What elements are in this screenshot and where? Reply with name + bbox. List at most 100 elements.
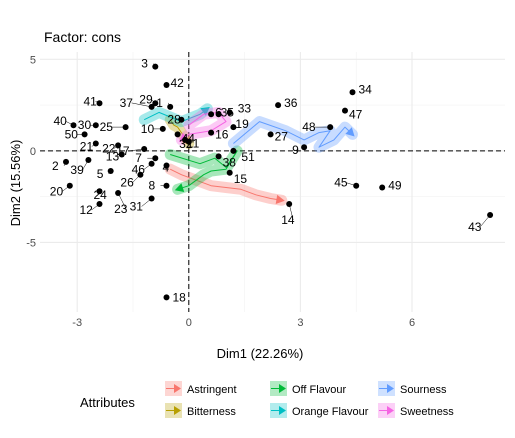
point-label: 8	[149, 179, 156, 193]
point-label: 12	[80, 203, 94, 217]
data-point	[148, 103, 155, 110]
data-point	[81, 131, 88, 138]
data-point	[208, 111, 215, 118]
point-label: 11	[187, 137, 200, 151]
path-line-off-flavour	[170, 150, 238, 190]
data-point	[215, 111, 222, 118]
path-line-sweetness	[181, 111, 227, 141]
legend-item-bitterness: Bitterness	[165, 403, 236, 418]
point-label: 1	[156, 96, 163, 110]
x-tick-label: 3	[297, 317, 303, 329]
point-label: 24	[94, 188, 108, 202]
legend-item-sourness: Sourness	[378, 381, 447, 396]
point-label: 44	[182, 131, 196, 145]
point-label: 48	[302, 120, 316, 134]
data-point	[342, 107, 348, 114]
data-point	[163, 182, 170, 189]
point-label: 20	[50, 185, 64, 199]
data-point	[137, 171, 144, 178]
data-point	[301, 144, 308, 151]
data-point	[122, 124, 129, 131]
path-arrow-orange-flavour	[200, 107, 210, 116]
point-label: 43	[468, 220, 482, 234]
data-point	[163, 162, 170, 169]
data-point	[230, 147, 237, 154]
y-tick-label: 0	[30, 146, 36, 158]
point-label: 35	[221, 105, 235, 119]
data-point	[286, 201, 293, 207]
point-label: 49	[388, 179, 402, 193]
path-line-astringent	[169, 168, 282, 201]
point-label: 45	[334, 176, 348, 190]
point-label: 37	[120, 96, 134, 110]
point-label: 30	[78, 118, 92, 132]
data-point	[226, 109, 233, 116]
data-point	[115, 190, 122, 196]
data-point	[152, 100, 159, 107]
x-tick-label: -3	[72, 317, 82, 329]
point-label: 36	[284, 96, 298, 110]
point-label: 22	[102, 141, 116, 155]
point-label: 32	[179, 137, 193, 151]
y-axis-ticks: -5 0 5	[26, 54, 36, 249]
data-point	[379, 184, 386, 191]
data-point	[85, 157, 92, 163]
y-axis-label: Dim2 (15.56%)	[8, 140, 23, 227]
data-point	[267, 131, 274, 138]
point-label: 39	[70, 163, 84, 177]
legend-arrow	[279, 406, 286, 415]
legend-label: Sweetness	[400, 406, 454, 418]
data-point	[178, 116, 185, 123]
data-point	[70, 122, 77, 129]
data-point	[66, 182, 73, 189]
legend-arrow	[174, 406, 181, 415]
data-point	[96, 188, 103, 195]
point-label: 42	[171, 76, 185, 90]
point-label: 17	[116, 144, 130, 158]
data-point	[349, 89, 356, 96]
point-label: 16	[215, 128, 229, 142]
path-arrow-astringent	[275, 194, 285, 204]
data-point	[159, 125, 166, 132]
data-point	[163, 294, 170, 301]
point-label: 38	[223, 155, 237, 169]
legend-label: Orange Flavour	[292, 406, 369, 418]
data-point	[226, 169, 233, 176]
y-tick-label: 5	[30, 54, 36, 66]
point-label: 51	[241, 150, 255, 164]
path-arrow-sourness	[345, 127, 355, 137]
data-point	[353, 182, 360, 189]
point-label: 15	[234, 172, 248, 186]
point-label: 14	[281, 213, 295, 227]
data-point	[167, 103, 174, 110]
data-point	[148, 195, 155, 202]
point-label: 31	[130, 200, 144, 214]
point-label: 4	[163, 161, 170, 175]
data-point	[115, 142, 122, 149]
legend-arrow	[279, 384, 286, 393]
point-label: 28	[167, 113, 181, 127]
legend-item-orange-flavour: Orange Flavour	[270, 403, 369, 418]
legend-arrow	[387, 384, 394, 393]
label-connector	[131, 102, 152, 108]
point-label: 46	[132, 163, 146, 177]
legend-label: Sourness	[400, 384, 447, 396]
data-point	[327, 124, 334, 131]
point-label: 27	[275, 129, 289, 143]
data-point	[96, 100, 103, 107]
point-label: 41	[84, 94, 98, 108]
point-label: 7	[135, 151, 142, 165]
data-point	[92, 122, 99, 129]
data-point	[208, 129, 215, 136]
point-label: 47	[349, 108, 363, 122]
x-axis-ticks: -3 0 3 6	[72, 317, 415, 329]
point-label: 3	[141, 57, 148, 71]
legend-item-sweetness: Sweetness	[378, 403, 454, 418]
point-label: 33	[238, 101, 252, 115]
point-label: 29	[139, 92, 153, 106]
path-line-sourness	[233, 121, 353, 148]
legend-arrow	[174, 384, 181, 393]
legend-label: Astringent	[187, 384, 237, 396]
point-label: 40	[54, 114, 68, 128]
